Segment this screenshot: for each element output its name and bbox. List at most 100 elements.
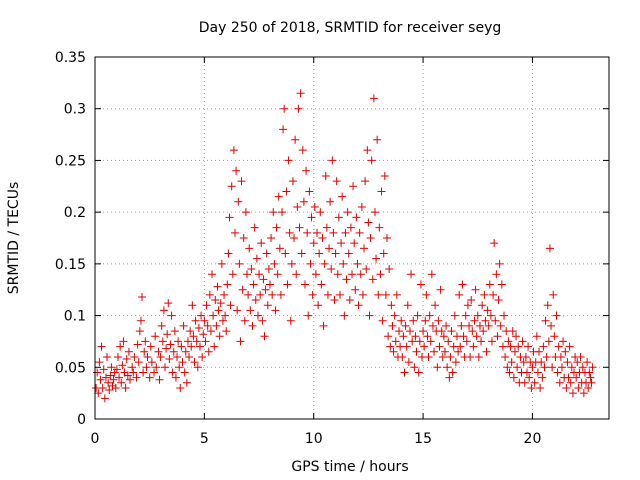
- data-point: [97, 342, 106, 351]
- data-point: [112, 365, 121, 374]
- data-point: [117, 378, 126, 387]
- data-point: [363, 146, 372, 155]
- data-point: [340, 311, 349, 320]
- data-point: [468, 327, 477, 336]
- data-point: [431, 301, 440, 310]
- data-point: [434, 316, 443, 325]
- data-point: [446, 352, 455, 361]
- data-point: [250, 223, 259, 232]
- data-point: [395, 327, 404, 336]
- data-point: [344, 249, 353, 258]
- data-point: [337, 239, 346, 248]
- data-point: [256, 290, 265, 299]
- data-point: [543, 301, 552, 310]
- data-point: [291, 135, 300, 144]
- data-point: [450, 311, 459, 320]
- data-point: [574, 383, 583, 392]
- data-point: [490, 239, 499, 248]
- zero-value-marker: [544, 415, 548, 419]
- x-tick-labels: 0 5 10 15 20: [91, 431, 542, 447]
- data-point: [330, 296, 339, 305]
- data-point: [156, 352, 165, 361]
- data-point: [165, 355, 174, 364]
- data-point: [466, 352, 475, 361]
- data-point: [402, 342, 411, 351]
- data-point: [304, 311, 313, 320]
- data-point: [292, 270, 301, 279]
- data-point: [166, 340, 175, 349]
- data-point: [160, 363, 169, 372]
- data-point: [239, 234, 248, 242]
- data-point: [181, 347, 190, 356]
- data-point: [119, 337, 128, 346]
- zero-value-marker: [488, 415, 492, 419]
- data-point: [362, 265, 371, 274]
- data-point: [485, 280, 494, 289]
- data-point: [212, 321, 221, 330]
- data-point: [409, 316, 418, 325]
- data-point: [187, 342, 196, 351]
- data-point: [183, 337, 192, 346]
- data-point: [474, 352, 483, 361]
- data-point: [213, 282, 222, 291]
- data-point: [510, 347, 519, 356]
- data-point: [397, 316, 406, 325]
- data-point: [278, 208, 287, 217]
- data-point: [265, 280, 274, 289]
- data-point: [338, 192, 347, 201]
- data-point: [168, 368, 177, 377]
- data-point: [122, 355, 131, 364]
- data-point: [288, 177, 297, 186]
- data-point: [494, 296, 503, 305]
- data-point: [270, 259, 279, 268]
- data-point: [430, 347, 439, 356]
- data-point: [322, 223, 331, 232]
- data-point: [295, 223, 304, 232]
- data-point: [512, 332, 521, 341]
- data-point: [345, 296, 354, 305]
- data-point: [118, 361, 127, 370]
- data-point: [456, 342, 465, 351]
- data-point: [445, 373, 454, 382]
- data-point: [454, 347, 463, 356]
- data-point: [522, 368, 531, 377]
- data-point: [351, 285, 360, 294]
- data-point: [467, 296, 476, 305]
- data-point: [176, 383, 185, 392]
- data-point: [473, 311, 482, 320]
- data-point: [436, 285, 445, 294]
- data-point: [479, 327, 488, 336]
- data-point: [205, 290, 214, 299]
- zero-value-marker: [107, 415, 111, 419]
- zero-value-marker: [460, 415, 464, 419]
- data-point: [398, 352, 407, 361]
- data-point: [167, 311, 176, 320]
- zero-markers: [107, 415, 553, 419]
- data-point: [133, 340, 142, 349]
- data-point: [154, 347, 163, 356]
- data-point: [437, 327, 446, 336]
- data-point: [223, 280, 232, 289]
- data-point: [206, 327, 215, 336]
- y-tick-label: 0.3: [64, 102, 86, 118]
- data-point: [381, 290, 390, 299]
- data-point: [427, 270, 436, 279]
- data-point: [307, 213, 316, 222]
- data-point: [527, 383, 536, 392]
- data-point: [386, 342, 395, 351]
- data-point: [190, 358, 199, 367]
- data-point: [346, 223, 355, 232]
- data-point: [342, 275, 351, 284]
- data-point: [500, 311, 509, 320]
- data-point: [308, 290, 317, 299]
- data-point: [247, 265, 256, 274]
- data-point: [290, 234, 299, 242]
- data-point: [392, 290, 401, 299]
- zero-value-marker: [268, 415, 272, 419]
- data-point: [139, 368, 148, 377]
- data-point: [361, 177, 370, 186]
- data-point: [425, 311, 434, 320]
- data-point: [373, 135, 382, 144]
- data-point: [105, 386, 114, 395]
